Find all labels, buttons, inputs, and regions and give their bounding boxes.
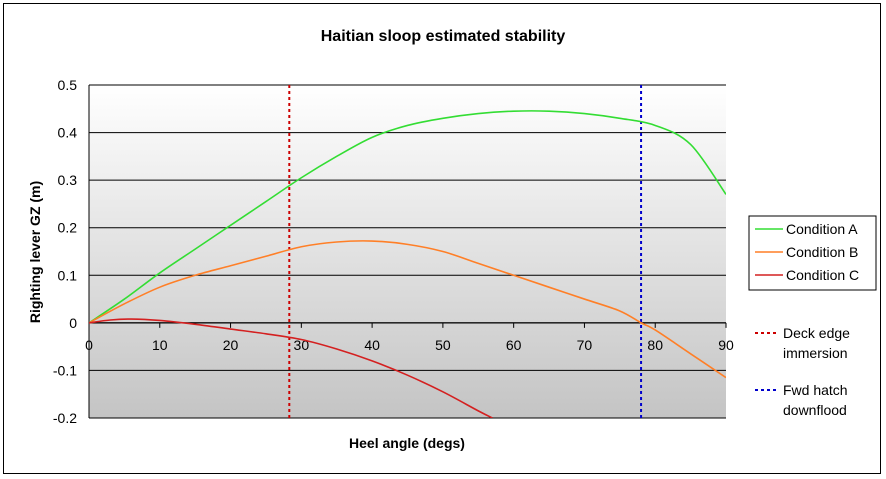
gridlines xyxy=(89,84,726,419)
x-axis-label: Heel angle (degs) xyxy=(349,435,465,451)
legend-entry: Condition C xyxy=(786,267,859,283)
y-tick-label: 0.2 xyxy=(58,220,78,236)
plot-area xyxy=(89,85,726,418)
x-tick-label: 50 xyxy=(435,337,451,353)
reference-legend-line1: Fwd hatch xyxy=(783,382,848,398)
y-tick-label: -0.1 xyxy=(53,362,77,378)
x-tick-label: 40 xyxy=(364,337,380,353)
legend: Condition A Condition B Condition C xyxy=(748,215,877,291)
y-tick-label: 0.4 xyxy=(58,125,78,141)
reference-legend-line2: downflood xyxy=(783,402,847,418)
y-tick-label: 0.5 xyxy=(58,77,78,93)
y-tick-label: 0.1 xyxy=(58,267,78,283)
reference-legend-line1: Deck edge xyxy=(783,325,850,341)
x-tick-label: 10 xyxy=(152,337,168,353)
series-line-2 xyxy=(89,240,726,379)
axes xyxy=(88,85,727,418)
y-axis-label: Righting lever GZ (m) xyxy=(27,181,43,323)
series-line-1 xyxy=(89,110,726,324)
legend-entry: Condition B xyxy=(786,244,858,260)
x-tick-label: 90 xyxy=(718,337,734,353)
x-tick-label: 20 xyxy=(223,337,239,353)
series-line-3 xyxy=(89,318,493,418)
series-lines xyxy=(89,110,726,418)
y-tick-label: -0.2 xyxy=(53,410,77,426)
chart-title: Haitian sloop estimated stability xyxy=(321,28,566,45)
legend-entry: Condition A xyxy=(786,221,858,237)
x-tick-label: 60 xyxy=(506,337,522,353)
x-tick-label: 80 xyxy=(647,337,663,353)
y-tick-labels: -0.2 -0.1 0 0.1 0.2 0.3 0.4 0.5 xyxy=(53,77,77,426)
y-tick-label: 0.3 xyxy=(58,172,78,188)
x-tick-label: 0 xyxy=(85,337,93,353)
reference-lines xyxy=(288,85,643,418)
x-tick-label: 70 xyxy=(577,337,593,353)
reference-legend-line2: immersion xyxy=(783,345,848,361)
y-tick-label: 0 xyxy=(69,315,77,331)
reference-legend: Deck edge immersion Fwd hatch downflood xyxy=(755,325,850,418)
